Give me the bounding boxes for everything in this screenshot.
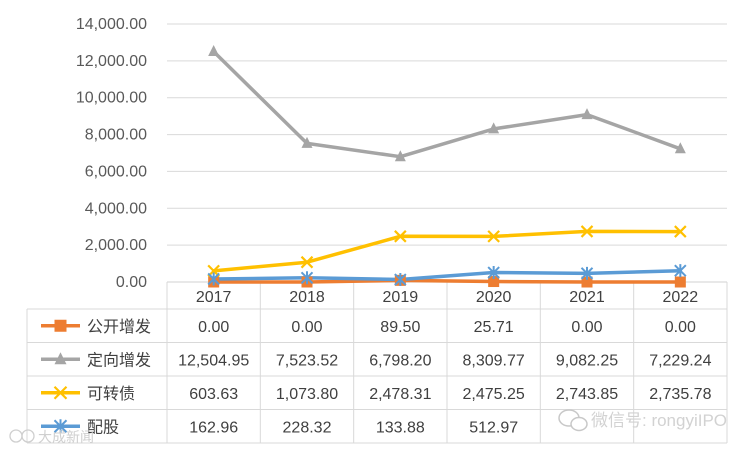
- legend-label: 可转债: [87, 385, 135, 403]
- legend-marker-3: [53, 419, 68, 434]
- legend-label: 定向增发: [87, 351, 151, 369]
- table-cell-value: 603.63: [189, 386, 238, 403]
- data-point: [488, 276, 500, 288]
- data-point: [394, 150, 406, 162]
- watermark-logo-icon: [9, 429, 23, 443]
- legend-label: 公开增发: [87, 318, 151, 336]
- table-cell-value: 0.00: [198, 319, 229, 336]
- table-cell-value: 9,082.25: [556, 352, 618, 369]
- data-point: [580, 225, 594, 238]
- x-tick-label: 2017: [196, 289, 232, 306]
- data-point: [394, 273, 407, 287]
- series-line-3: [211, 268, 683, 282]
- data-point: [301, 136, 313, 148]
- table-cell-value: 2,475.25: [463, 386, 525, 403]
- x-tick-label: 2018: [289, 289, 325, 306]
- data-point: [674, 225, 687, 238]
- series-markers: [207, 45, 687, 288]
- table-cell-value: 6,798.20: [369, 352, 431, 369]
- data-point: [300, 271, 314, 285]
- y-tick-label: 8,000.00: [85, 127, 147, 144]
- x-tick-label: 2020: [476, 289, 512, 306]
- y-tick-label: 0.00: [116, 274, 147, 291]
- legend-marker-1: [54, 352, 67, 365]
- table-cell-value: 7,229.24: [649, 352, 711, 369]
- watermark-text: 大成新闻: [38, 429, 94, 445]
- watermark-text: 微信号: rongyiIPO: [591, 411, 727, 430]
- table-cell-value: 512.97: [469, 419, 518, 436]
- table-cell-value: 1,073.80: [276, 386, 338, 403]
- data-point: [581, 108, 593, 120]
- data-point: [581, 276, 593, 288]
- table-cell-value: 0.00: [571, 319, 602, 336]
- table-cell-value: 89.50: [380, 319, 420, 336]
- series-line-1: [211, 49, 683, 159]
- x-tick-label: 2019: [383, 289, 419, 306]
- series-line-2: [211, 229, 683, 273]
- legend-marker-0: [54, 319, 67, 332]
- table-cell-value: 228.32: [283, 419, 332, 436]
- table-cell-value: 12,504.95: [178, 352, 249, 369]
- legend-marker-2: [53, 385, 68, 400]
- data-point: [580, 266, 594, 280]
- table-cell-value: 133.88: [376, 419, 425, 436]
- table-cell-value: 25.71: [474, 319, 514, 336]
- x-tick-label: 2021: [569, 289, 605, 306]
- data-point: [394, 230, 407, 243]
- table-cell-value: 2,478.31: [369, 386, 431, 403]
- y-tick-label: 6,000.00: [85, 163, 147, 180]
- table-cell-value: 0.00: [665, 319, 696, 336]
- legend-label: 配股: [87, 418, 119, 436]
- data-table: 2017 2018 2019 2020 2021 2022 公开增发 0.00 0.00 89.5…: [26, 281, 728, 444]
- data-point: [300, 255, 314, 269]
- table-cell-value: 0.00: [291, 319, 322, 336]
- series-lines: [211, 49, 683, 284]
- wechat-icon: [570, 416, 588, 432]
- x-tick-label: 2022: [663, 289, 699, 306]
- y-tick-label: 14,000.00: [76, 16, 147, 33]
- table-cell-value: 2,743.85: [556, 386, 618, 403]
- table-cell-value: 2,735.78: [649, 386, 711, 403]
- data-point: [208, 45, 220, 57]
- table-cell-value: 8,309.77: [463, 352, 525, 369]
- data-point: [674, 264, 687, 278]
- watermark-logo-icon: [21, 429, 35, 443]
- data-point: [674, 142, 686, 154]
- data-point: [487, 266, 500, 280]
- series-line-0: [211, 278, 683, 284]
- data-point: [487, 230, 500, 243]
- table-cell-value: 162.96: [189, 419, 238, 436]
- y-axis: 0.00 2,000.00 4,000.00 6,000.00 8,000.00 10,0…: [76, 16, 147, 291]
- table-cell-value: 7,523.52: [276, 352, 338, 369]
- y-tick-label: 12,000.00: [76, 53, 147, 70]
- y-tick-label: 4,000.00: [85, 200, 147, 217]
- data-point: [674, 276, 686, 288]
- watermarks: 微信号: rongyiIPO 大成新闻: [9, 409, 727, 445]
- y-tick-label: 10,000.00: [76, 90, 147, 107]
- y-tick-label: 2,000.00: [85, 237, 147, 254]
- data-point: [207, 272, 220, 286]
- data-point: [488, 122, 500, 134]
